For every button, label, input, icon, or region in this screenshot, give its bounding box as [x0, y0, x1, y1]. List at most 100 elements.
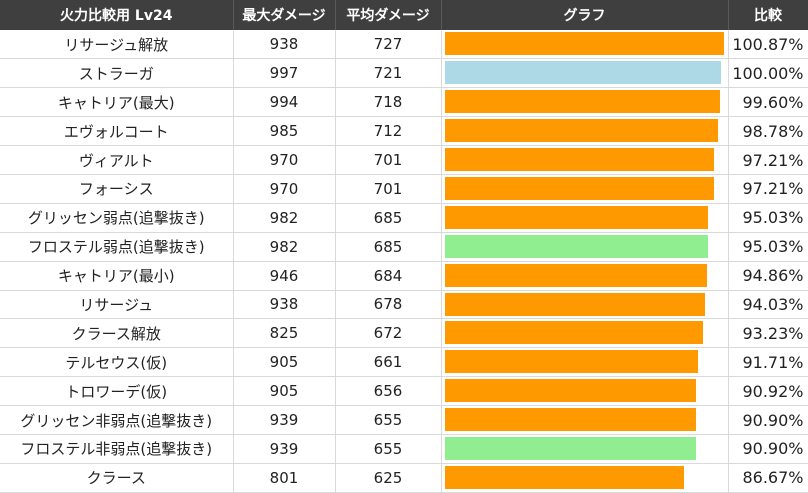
- cell-ratio[interactable]: 98.78%: [728, 116, 808, 147]
- cell-avg-damage[interactable]: 701: [335, 174, 442, 204]
- cell-avg-damage[interactable]: 661: [335, 347, 442, 378]
- cell-avg-damage[interactable]: 678: [335, 290, 442, 320]
- header-avg-damage[interactable]: 平均ダメージ: [335, 0, 442, 30]
- cell-graph[interactable]: [441, 405, 729, 435]
- chart-bar: [444, 321, 703, 345]
- cell-graph[interactable]: [441, 290, 729, 320]
- cell-graph[interactable]: [441, 87, 729, 118]
- cell-ratio[interactable]: 99.60%: [728, 87, 808, 118]
- cell-ratio[interactable]: 90.90%: [728, 434, 808, 464]
- cell-graph[interactable]: [441, 145, 729, 175]
- cell-name[interactable]: グリッセン弱点(追撃抜き): [0, 203, 234, 233]
- cell-max-damage[interactable]: 970: [233, 174, 336, 204]
- cell-graph[interactable]: [441, 318, 729, 349]
- cell-name[interactable]: クラース: [0, 463, 234, 493]
- chart-bar: [444, 408, 697, 432]
- cell-ratio[interactable]: 86.67%: [728, 463, 808, 493]
- cell-ratio[interactable]: 95.03%: [728, 232, 808, 262]
- cell-avg-damage[interactable]: 701: [335, 145, 442, 175]
- cell-ratio[interactable]: 100.87%: [728, 30, 808, 60]
- cell-graph[interactable]: [441, 58, 729, 89]
- cell-name[interactable]: テルセウス(仮): [0, 347, 234, 378]
- cell-graph[interactable]: [441, 30, 729, 60]
- cell-max-damage[interactable]: 939: [233, 434, 336, 464]
- cell-max-damage[interactable]: 982: [233, 232, 336, 262]
- cell-graph[interactable]: [441, 463, 729, 493]
- chart-bar: [444, 465, 685, 489]
- cell-avg-damage[interactable]: 655: [335, 434, 442, 464]
- table-row: グリッセン弱点(追撃抜き) 982 685 95.03%: [0, 203, 808, 233]
- header-ratio[interactable]: 比較: [728, 0, 808, 30]
- cell-max-damage[interactable]: 997: [233, 58, 336, 89]
- cell-graph[interactable]: [441, 116, 729, 147]
- cell-avg-damage[interactable]: 685: [335, 232, 442, 262]
- table-row: フロステル弱点(追撃抜き) 982 685 95.03%: [0, 232, 808, 262]
- cell-ratio[interactable]: 91.71%: [728, 347, 808, 378]
- cell-graph[interactable]: [441, 203, 729, 233]
- cell-ratio[interactable]: 97.21%: [728, 145, 808, 175]
- cell-ratio[interactable]: 90.90%: [728, 405, 808, 435]
- cell-avg-damage[interactable]: 655: [335, 405, 442, 435]
- table-row: リサージュ 938 678 94.03%: [0, 290, 808, 320]
- cell-graph[interactable]: [441, 232, 729, 262]
- cell-name[interactable]: フォーシス: [0, 174, 234, 204]
- cell-max-damage[interactable]: 905: [233, 376, 336, 407]
- cell-max-damage[interactable]: 801: [233, 463, 336, 493]
- table-row: テルセウス(仮) 905 661 91.71%: [0, 347, 808, 378]
- cell-graph[interactable]: [441, 376, 729, 407]
- cell-graph[interactable]: [441, 434, 729, 464]
- header-graph[interactable]: グラフ: [441, 0, 729, 30]
- header-max-damage[interactable]: 最大ダメージ: [233, 0, 336, 30]
- cell-name[interactable]: キャトリア(最小): [0, 261, 234, 291]
- cell-graph[interactable]: [441, 347, 729, 378]
- table-row: キャトリア(最大) 994 718 99.60%: [0, 87, 808, 118]
- cell-ratio[interactable]: 97.21%: [728, 174, 808, 204]
- cell-avg-damage[interactable]: 718: [335, 87, 442, 118]
- cell-ratio[interactable]: 95.03%: [728, 203, 808, 233]
- cell-name[interactable]: リサージュ解放: [0, 30, 234, 60]
- cell-max-damage[interactable]: 938: [233, 30, 336, 60]
- cell-max-damage[interactable]: 939: [233, 405, 336, 435]
- cell-ratio[interactable]: 90.92%: [728, 376, 808, 407]
- cell-ratio[interactable]: 94.03%: [728, 290, 808, 320]
- table-row: キャトリア(最小) 946 684 94.86%: [0, 261, 808, 291]
- cell-avg-damage[interactable]: 672: [335, 318, 442, 349]
- table-row: クラース 801 625 86.67%: [0, 463, 808, 493]
- cell-name[interactable]: フロステル弱点(追撃抜き): [0, 232, 234, 262]
- cell-ratio[interactable]: 94.86%: [728, 261, 808, 291]
- cell-max-damage[interactable]: 994: [233, 87, 336, 118]
- cell-graph[interactable]: [441, 261, 729, 291]
- cell-ratio[interactable]: 100.00%: [728, 58, 808, 89]
- cell-avg-damage[interactable]: 712: [335, 116, 442, 147]
- cell-name[interactable]: キャトリア(最大): [0, 87, 234, 118]
- cell-max-damage[interactable]: 982: [233, 203, 336, 233]
- cell-avg-damage[interactable]: 656: [335, 376, 442, 407]
- cell-name[interactable]: エヴォルコート: [0, 116, 234, 147]
- chart-bar: [444, 148, 714, 172]
- cell-name[interactable]: クラース解放: [0, 318, 234, 349]
- table-row: フロステル非弱点(追撃抜き) 939 655 90.90%: [0, 434, 808, 464]
- cell-name[interactable]: ヴィアルト: [0, 145, 234, 175]
- header-name[interactable]: 火力比較用 Lv24: [0, 0, 234, 30]
- cell-ratio[interactable]: 93.23%: [728, 318, 808, 349]
- cell-max-damage[interactable]: 938: [233, 290, 336, 320]
- cell-name[interactable]: リサージュ: [0, 290, 234, 320]
- cell-max-damage[interactable]: 905: [233, 347, 336, 378]
- cell-avg-damage[interactable]: 625: [335, 463, 442, 493]
- cell-max-damage[interactable]: 825: [233, 318, 336, 349]
- cell-name[interactable]: フロステル非弱点(追撃抜き): [0, 434, 234, 464]
- cell-name[interactable]: グリッセン非弱点(追撃抜き): [0, 405, 234, 435]
- cell-avg-damage[interactable]: 685: [335, 203, 442, 233]
- cell-graph[interactable]: [441, 174, 729, 204]
- cell-avg-damage[interactable]: 727: [335, 30, 442, 60]
- cell-name[interactable]: トロワーデ(仮): [0, 376, 234, 407]
- cell-name[interactable]: ストラーガ: [0, 58, 234, 89]
- cell-max-damage[interactable]: 970: [233, 145, 336, 175]
- cell-max-damage[interactable]: 985: [233, 116, 336, 147]
- cell-max-damage[interactable]: 946: [233, 261, 336, 291]
- chart-bar: [444, 263, 708, 287]
- cell-avg-damage[interactable]: 721: [335, 58, 442, 89]
- cell-avg-damage[interactable]: 684: [335, 261, 442, 291]
